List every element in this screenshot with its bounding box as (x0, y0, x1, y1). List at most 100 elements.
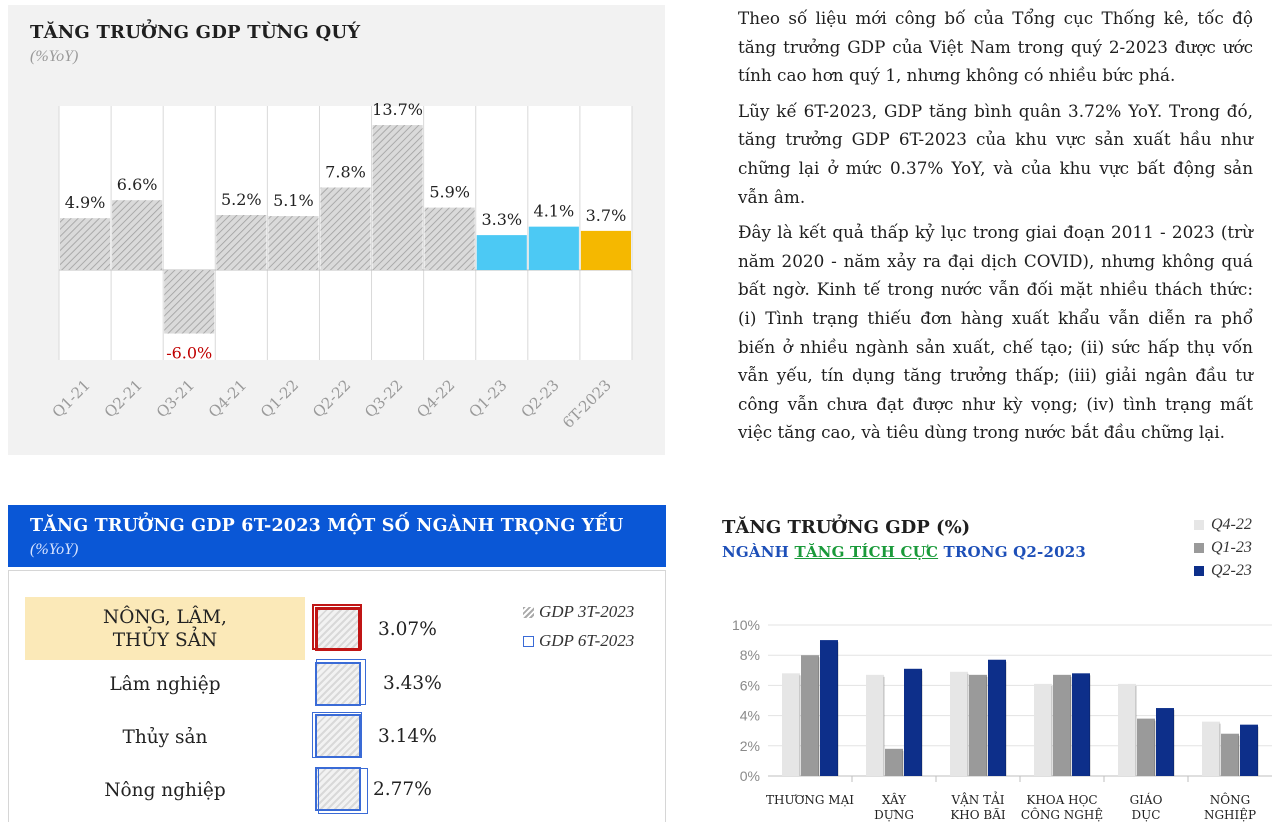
quarterly-gdp-panel: TĂNG TRƯỞNG GDP TỪNG QUÝ (%YoY) 4.9% Q1-2… (8, 5, 665, 455)
bar-Q1-23 (1137, 718, 1155, 776)
x-category-label: NÔNG (1210, 791, 1250, 807)
outline-swatch-icon (523, 635, 534, 647)
x-tick-label: Q1-22 (257, 376, 302, 421)
legend-label: Q4-22 (1211, 515, 1252, 533)
bar-Q4-22 (1202, 721, 1220, 776)
data-label: 5.1% (273, 191, 314, 210)
quarterly-gdp-chart: 4.9% Q1-21 6.6% Q2-21 -6.0% Q3-21 5.2% Q4-21 5.1… (49, 100, 633, 432)
bar-shadow (967, 673, 969, 776)
bar-shadow (818, 657, 820, 776)
bar-Q4-22 (782, 673, 800, 776)
bar-Q1-23 (969, 674, 987, 776)
x-category-label: DỰNG (874, 808, 914, 822)
legend-label: Q2-23 (1211, 561, 1252, 579)
bar-Q2-22 (320, 187, 371, 271)
y-tick-label: 2% (740, 738, 760, 754)
panel3-unit: (%YoY) (30, 541, 79, 558)
x-category-label: KHOA HỌC (1026, 793, 1097, 807)
data-label: 5.2% (221, 190, 262, 209)
x-category-label: KHO BÃI (950, 807, 1006, 822)
bar-shadow (1173, 710, 1175, 776)
bar-Q1-23 (476, 235, 527, 271)
sector-growth-panel: TĂNG TRƯỞNG GDP (%) NGÀNH TĂNG TÍCH CỰC … (700, 505, 1280, 822)
data-label: 3.7% (586, 206, 627, 225)
x-tick-label: Q4-21 (205, 376, 250, 421)
data-label: 3.3% (481, 210, 522, 229)
bar-shadow (799, 675, 801, 776)
legend-item-q2-23: Q2-23 (1194, 559, 1252, 582)
subtitle-suffix: TRONG Q2-2023 (938, 543, 1087, 561)
panel4-title: TĂNG TRƯỞNG GDP (%) (722, 517, 971, 538)
sector-label-line2: THỦY SẢN (112, 629, 218, 651)
panel1-title: TĂNG TRƯỞNG GDP TỪNG QUÝ (30, 22, 361, 43)
bar-shadow (1238, 735, 1240, 776)
data-label: 6.6% (117, 175, 158, 194)
y-tick-label: 0% (740, 768, 760, 784)
sector-gdp-header: TĂNG TRƯỞNG GDP 6T-2023 MỘT SỐ NGÀNH TRỌ… (8, 505, 666, 567)
sector-row-label-fishery: Thủy sản (122, 726, 208, 748)
panel1-unit: (%YoY) (30, 48, 79, 65)
value-label: 3.07% (378, 619, 437, 640)
data-label: 4.9% (65, 193, 106, 212)
gdp3t-box (315, 714, 361, 758)
x-tick-label: Q1-21 (49, 376, 94, 421)
commentary-paragraph-2: Lũy kế 6T-2023, GDP tăng bình quân 3.72%… (738, 100, 1253, 207)
bar-shadow (1257, 726, 1259, 776)
bar-Q2-23 (1072, 673, 1090, 776)
bar-shadow (837, 642, 839, 776)
bar-shadow (1005, 661, 1007, 776)
value-label: 3.14% (378, 726, 437, 747)
x-category-label: VẬN TẢI (950, 790, 1004, 807)
sector-gdp-body: NÔNG, LÂM, THỦY SẢN 3.07% Lâm nghiệp 3.4… (8, 570, 666, 822)
bar-Q2-23 (1240, 724, 1258, 776)
bar-shadow (902, 750, 904, 776)
subtitle-prefix: NGÀNH (722, 543, 795, 561)
bar-Q2-23 (1156, 708, 1174, 776)
value-label: 3.43% (383, 673, 442, 694)
bar-shadow (1219, 723, 1221, 776)
x-tick-label: 6T-2023 (559, 376, 615, 432)
x-tick-label: Q3-22 (361, 376, 406, 421)
x-tick-label: Q1-23 (465, 376, 510, 421)
subtitle-highlight: TĂNG TÍCH CỰC (794, 543, 939, 561)
bar-shadow (1051, 685, 1053, 776)
bar-Q2-23 (904, 668, 922, 776)
x-tick-label: Q2-22 (309, 376, 354, 421)
gdp6t-box (312, 604, 362, 650)
y-tick-label: 6% (740, 677, 760, 693)
bar-shadow (1070, 676, 1072, 776)
legend-gdp6t-label: GDP 6T-2023 (539, 631, 635, 650)
x-category-label: GIÁO (1130, 792, 1163, 807)
bar-Q4-22 (950, 671, 968, 776)
gdp6t-box (318, 768, 368, 814)
x-category-label: DỤC (1132, 808, 1161, 822)
x-category-label: NGHIỆP (1204, 807, 1256, 822)
commentary-paragraph-1: Theo số liệu mới công bố của Tổng cục Th… (738, 8, 1253, 86)
bar-Q4-21 (216, 215, 267, 271)
legend-swatch (1194, 542, 1204, 553)
bar-Q2-23 (820, 640, 838, 776)
bar-shadow (921, 670, 923, 776)
y-tick-label: 10% (732, 617, 760, 633)
bar-Q1-23 (801, 655, 819, 776)
bar-shadow (883, 676, 885, 776)
bar-Q1-23 (885, 748, 903, 776)
sector-row-label-agriculture: Nông nghiệp (104, 779, 226, 801)
hatched-swatch-icon (523, 606, 534, 618)
bar-Q4-22 (424, 207, 475, 271)
panel4-subtitle: NGÀNH TĂNG TÍCH CỰC TRONG Q2-2023 (722, 543, 1086, 561)
commentary-text: Theo số liệu mới công bố của Tổng cục Th… (738, 4, 1253, 454)
y-tick-label: 8% (740, 647, 760, 663)
bar-Q1-21 (60, 218, 111, 271)
x-category-label: CÔNG NGHỆ (1021, 806, 1103, 822)
y-tick-label: 4% (740, 708, 760, 724)
data-label: 4.1% (534, 202, 575, 221)
legend-item-q4-22: Q4-22 (1194, 513, 1252, 536)
gdp6t-box (312, 712, 362, 758)
x-tick-label: Q3-21 (153, 376, 198, 421)
bar-Q3-21 (164, 270, 215, 334)
sector-row-label-agri-forestry-fishery: NÔNG, LÂM, THỦY SẢN (25, 597, 305, 660)
sector-row-label-forestry: Lâm nghiệp (109, 673, 221, 695)
bar-Q4-22 (1118, 683, 1136, 776)
